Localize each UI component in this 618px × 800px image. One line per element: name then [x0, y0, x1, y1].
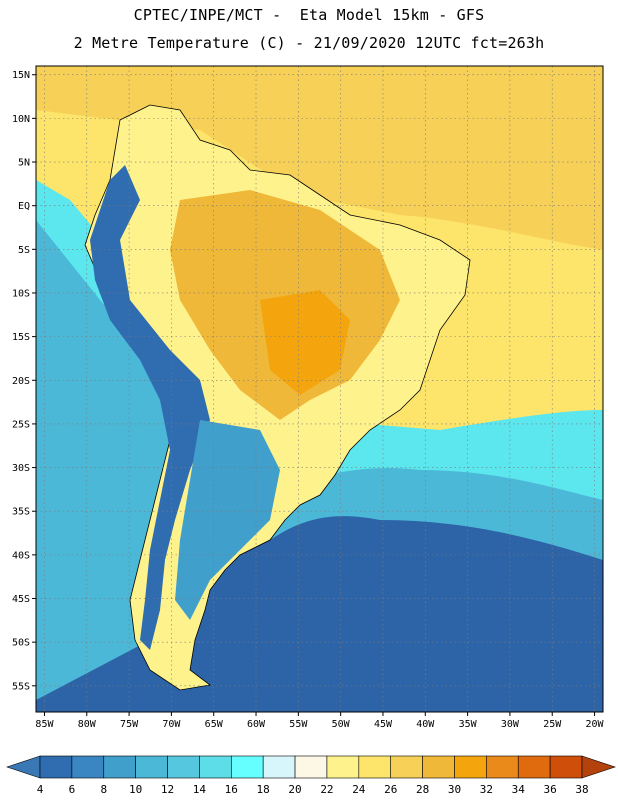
longitude-label: 75W [120, 719, 139, 730]
colorbar-swatch [486, 755, 519, 779]
colorbar-arrow-high [581, 755, 616, 779]
colorbar-label: 10 [129, 783, 142, 796]
colorbar-label: 4 [37, 783, 44, 796]
colorbar-label: 24 [352, 783, 366, 796]
colorbar-swatch [358, 755, 392, 779]
colorbar-label: 18 [257, 783, 270, 796]
colorbar-swatch [71, 755, 105, 779]
colorbar-label: 38 [575, 783, 588, 796]
longitude-label: 35W [459, 719, 478, 730]
colorbar-arrow-low [6, 755, 41, 779]
latitude-label: 5N [18, 158, 30, 169]
map-frame [35, 65, 604, 713]
latitude-label: 10S [12, 288, 30, 299]
colorbar-swatch [390, 755, 423, 779]
colorbar-swatch [326, 755, 360, 779]
longitude-label: 70W [162, 719, 181, 730]
longitude-label: 20W [586, 719, 605, 730]
andes-cold-strip [90, 165, 210, 650]
map-subtitle: 2 Metre Temperature (C) - 21/09/2020 12U… [73, 34, 545, 52]
longitude-label: 55W [289, 719, 308, 730]
longitude-label: 45W [374, 719, 393, 730]
longitude-label: 25W [543, 719, 562, 730]
colorbar-label: 22 [320, 783, 333, 796]
longitude-label: 30W [501, 719, 520, 730]
colorbar-swatch [230, 755, 264, 779]
colorbar-label: 20 [288, 783, 301, 796]
colorbar-swatch [517, 755, 551, 779]
latitude-label: 15N [12, 70, 30, 81]
land-hot-region [260, 290, 350, 395]
colorbar-swatch [294, 755, 328, 779]
colorbar-swatch [167, 755, 200, 779]
latitude-label: 40S [12, 550, 30, 561]
colorbar-swatch [135, 755, 168, 779]
latitude-label: 5S [18, 245, 30, 256]
colorbar-swatch [199, 755, 232, 779]
colorbar-label: 8 [100, 783, 107, 796]
colorbar-label: 16 [225, 783, 238, 796]
latitude-label: 45S [12, 594, 30, 605]
colorbar-label: 12 [161, 783, 174, 796]
colorbar-swatch [262, 755, 296, 779]
colorbar-label: 36 [543, 783, 556, 796]
map-title: CPTEC/INPE/MCT - Eta Model 15km - GFS [133, 6, 485, 24]
patagonia-cool [175, 420, 280, 620]
latitude-labels: 15N 10N 5N EQ 5S 10S 15S 20S 25S 30S 35S 40S 45S 50S 5… [12, 70, 36, 692]
latitude-label: 50S [12, 638, 30, 649]
colorbar-swatch [39, 755, 73, 779]
longitude-label: 50W [332, 719, 351, 730]
latitude-label: 55S [12, 681, 30, 692]
latitude-label: 15S [12, 332, 30, 343]
colorbar-swatch [549, 755, 583, 779]
colorbar: 4 6 8 10 12 14 16 18 20 22 24 26 28 30 32 34 36 38 [6, 755, 616, 796]
longitude-labels: 85W 80W 75W 70W 65W 60W 55W 50W 45W 40W 35W 30W 25W 2… [35, 712, 605, 730]
latitude-label: 10N [12, 114, 30, 125]
colorbar-label: 30 [448, 783, 461, 796]
colorbar-swatch [454, 755, 487, 779]
latitude-label: 35S [12, 507, 30, 518]
colorbar-label: 34 [512, 783, 526, 796]
longitude-label: 65W [205, 719, 224, 730]
latitude-label: EQ [18, 201, 30, 212]
colorbar-label: 32 [480, 783, 493, 796]
latitude-label: 25S [12, 419, 30, 430]
colorbar-swatch [103, 755, 136, 779]
longitude-label: 40W [416, 719, 435, 730]
colorbar-label: 28 [416, 783, 429, 796]
colorbar-swatch [422, 755, 455, 779]
map-area [36, 66, 603, 712]
colorbar-label: 14 [193, 783, 207, 796]
colorbar-label: 6 [69, 783, 76, 796]
graticule [36, 66, 603, 712]
longitude-label: 80W [78, 719, 97, 730]
longitude-label: 85W [35, 719, 54, 730]
colorbar-label: 26 [384, 783, 397, 796]
latitude-label: 30S [12, 463, 30, 474]
longitude-label: 60W [247, 719, 266, 730]
latitude-label: 20S [12, 376, 30, 387]
